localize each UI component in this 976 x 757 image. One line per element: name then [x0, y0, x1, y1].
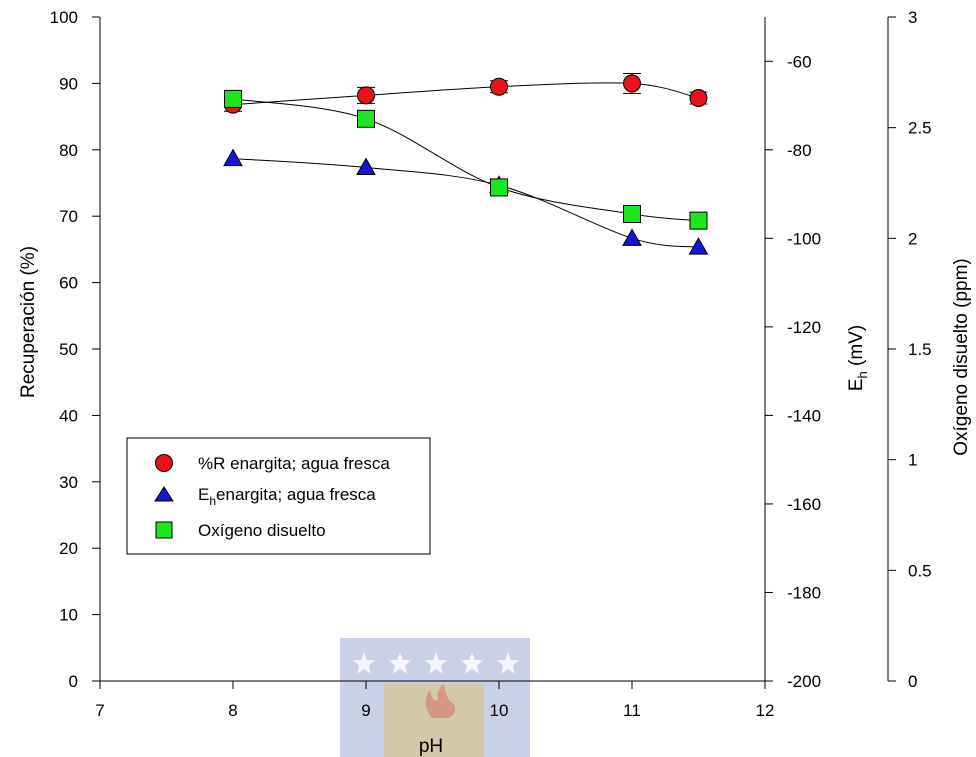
- left-tick-label: 0: [69, 672, 78, 691]
- seal-flame: [425, 684, 456, 718]
- left-tick-label: 40: [59, 406, 78, 425]
- x-tick-label: 8: [228, 701, 237, 720]
- eh-point: [356, 157, 376, 176]
- legend-label-eh-sub: h: [209, 494, 216, 508]
- oxygen-point: [490, 178, 508, 197]
- left-tick-label: 70: [59, 207, 78, 226]
- mid-tick-label: -120: [787, 318, 821, 337]
- right-tick-label: 0: [908, 672, 917, 691]
- recovery-point: [357, 86, 375, 105]
- x-tick-label: 10: [490, 701, 509, 720]
- eh-point: [688, 237, 709, 255]
- legend-marker-recovery: [155, 454, 173, 472]
- seal-star: [388, 652, 412, 674]
- legend-label-eh-main: E: [198, 485, 209, 504]
- mid-tick-label: -100: [787, 229, 821, 248]
- eh-point: [622, 228, 642, 246]
- right-tick-label: 2.5: [908, 119, 932, 138]
- x-tick-label: 7: [95, 701, 104, 720]
- mid-axis-title-sub: h: [855, 371, 870, 378]
- left-tick-label: 60: [59, 274, 78, 293]
- seal-star: [424, 652, 448, 674]
- axes: 7 8 9 10 11 120102030405060708090100-200-180-…: [18, 8, 972, 757]
- mid-tick-label: -200: [787, 672, 821, 691]
- mid-axis-title-main: E: [846, 378, 867, 391]
- x-tick-label: 12: [756, 701, 775, 720]
- left-tick-label: 100: [50, 8, 78, 27]
- recovery-point: [623, 74, 641, 93]
- recovery-point: [689, 89, 708, 108]
- mid-axis-title: Eh (mV): [846, 325, 870, 391]
- right-tick-label: 1: [908, 451, 917, 470]
- right-tick-label: 3: [908, 8, 917, 27]
- legend-label-eh: Ehenargita; agua fresca: [198, 485, 376, 508]
- oxygen-point: [623, 204, 641, 223]
- eh-point: [223, 148, 243, 167]
- right-tick-label: 0.5: [908, 561, 932, 580]
- left-tick-label: 80: [59, 141, 78, 160]
- right-tick-label: 2: [908, 229, 917, 248]
- seal-star: [496, 652, 520, 674]
- legend: %R enargita; agua fresca Ehenargita; agu…: [126, 437, 431, 555]
- legend-marker-oxygen: [155, 521, 173, 539]
- right-tick-label: 1.5: [908, 340, 932, 359]
- legend-box: [126, 437, 431, 555]
- university-seal-watermark: [340, 638, 530, 757]
- left-axis-title: Recuperación (%): [18, 246, 39, 398]
- mid-tick-label: -160: [787, 495, 821, 514]
- legend-label-recovery: %R enargita; agua fresca: [198, 454, 390, 473]
- mid-tick-label: -140: [787, 406, 821, 425]
- left-tick-label: 30: [59, 473, 78, 492]
- oxygen-point: [689, 211, 708, 230]
- right-axis-title: Oxígeno disuelto (ppm): [951, 258, 972, 456]
- mid-tick-label: -180: [787, 583, 821, 602]
- fit-curve-series-2: [232, 98, 699, 222]
- left-tick-label: 90: [59, 74, 78, 93]
- mid-tick-label: -80: [787, 141, 812, 160]
- left-tick-label: 50: [59, 340, 78, 359]
- data-marks: [223, 72, 709, 255]
- seal-star: [352, 652, 376, 674]
- oxygen-point: [224, 89, 242, 108]
- mid-tick-label: -60: [787, 52, 812, 71]
- legend-marker-eh: [154, 486, 174, 502]
- seal-center: [384, 684, 484, 757]
- left-tick-label: 10: [59, 606, 78, 625]
- x-tick-label: 9: [361, 701, 370, 720]
- legend-label-oxygen: Oxígeno disuelto: [198, 521, 326, 540]
- legend-label-eh-rest: enargita; agua fresca: [216, 485, 376, 504]
- left-tick-label: 20: [59, 539, 78, 558]
- oxygen-point: [357, 109, 375, 128]
- x-tick-label: 11: [623, 701, 641, 720]
- mid-axis-title-unit: (mV): [846, 325, 867, 371]
- seal-star: [460, 652, 484, 674]
- recovery-point: [490, 77, 508, 96]
- x-axis-title: pH: [419, 736, 443, 757]
